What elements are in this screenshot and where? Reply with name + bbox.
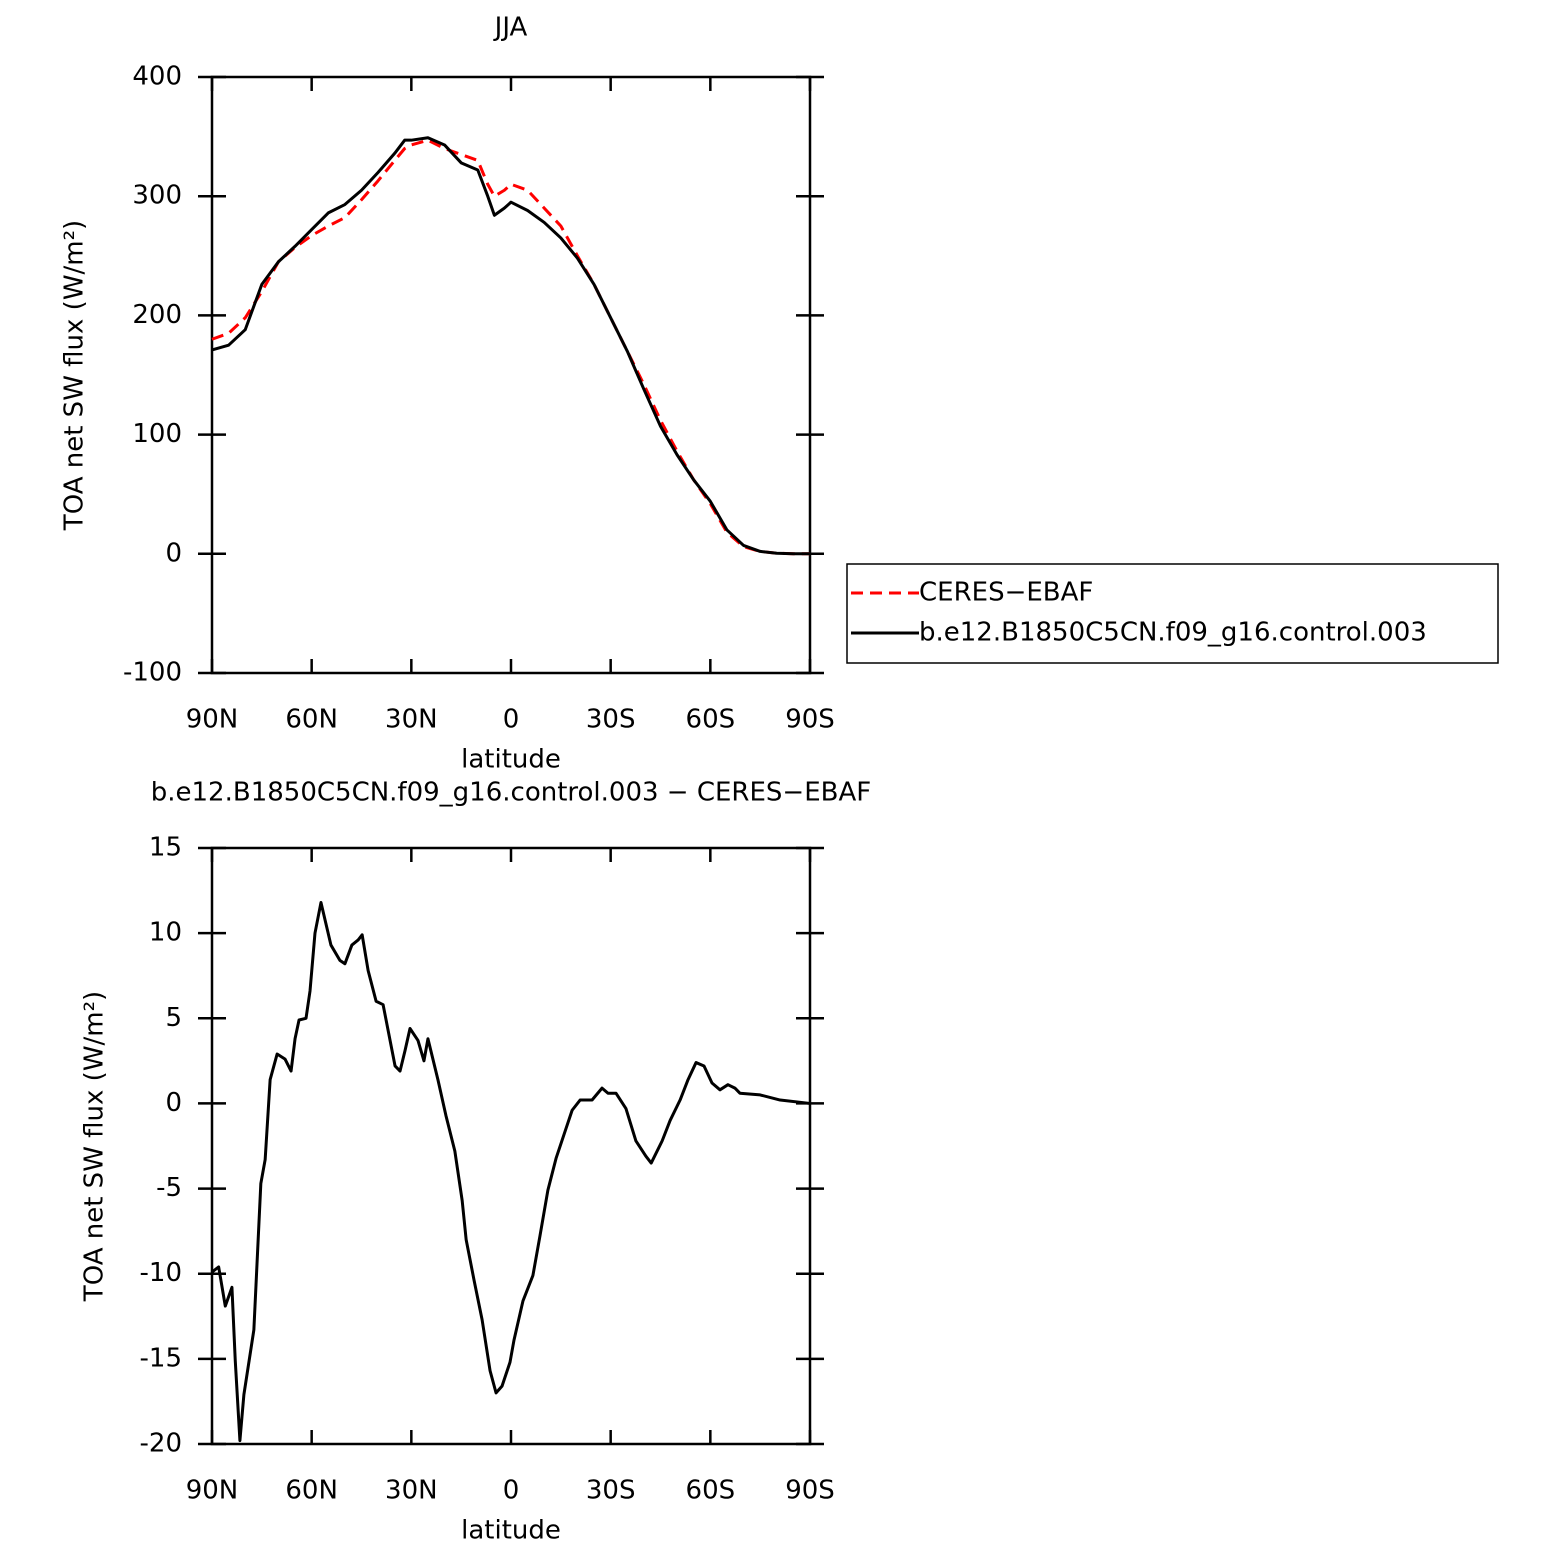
y-tick-label: 0 <box>165 1088 182 1118</box>
y-tick-label: 400 <box>132 62 182 92</box>
y-tick-label: -15 <box>140 1343 182 1373</box>
x-tick-label: 0 <box>503 705 520 735</box>
x-tick-label: 90N <box>186 705 239 735</box>
y-tick-label: -20 <box>140 1429 182 1459</box>
data-line <box>211 136 810 556</box>
y-axis-label: TOA net SW flux (W/m²) <box>80 991 110 1302</box>
y-tick-label: 5 <box>165 1003 182 1033</box>
y-tick-label: -10 <box>140 1258 182 1288</box>
y-tick-label: -5 <box>156 1173 182 1203</box>
x-tick-label: 0 <box>503 1476 520 1506</box>
chart-title: b.e12.B1850C5CN.f09_g16.control.003 − CE… <box>151 778 871 808</box>
x-axis-label: latitude <box>461 1516 561 1546</box>
legend-box <box>846 563 1499 664</box>
y-tick-label: 200 <box>132 300 182 330</box>
x-tick-label: 60S <box>686 705 736 735</box>
y-tick-label: 0 <box>165 538 182 568</box>
plot-frame <box>210 75 812 675</box>
x-tick-label: 60N <box>285 705 338 735</box>
legend-label: CERES−EBAF <box>919 578 1093 608</box>
x-tick-label: 30N <box>385 1476 438 1506</box>
y-tick-label: -100 <box>123 658 182 688</box>
x-tick-label: 30S <box>586 705 636 735</box>
y-tick-label: 100 <box>132 419 182 449</box>
x-axis-label: latitude <box>461 745 561 775</box>
y-tick-label: 300 <box>132 181 182 211</box>
x-tick-label: 60S <box>686 1476 736 1506</box>
legend-label: b.e12.B1850C5CN.f09_g16.control.003 <box>919 618 1427 648</box>
x-tick-label: 90N <box>186 1476 239 1506</box>
x-tick-label: 90S <box>785 1476 835 1506</box>
y-tick-label: 10 <box>149 918 182 948</box>
chart-title: JJA <box>493 13 528 43</box>
x-tick-label: 90S <box>785 705 835 735</box>
x-tick-label: 60N <box>285 1476 338 1506</box>
y-axis-label: TOA net SW flux (W/m²) <box>60 220 90 531</box>
data-line <box>211 900 811 1443</box>
y-tick-label: 15 <box>149 833 182 863</box>
x-tick-label: 30S <box>586 1476 636 1506</box>
x-tick-label: 30N <box>385 705 438 735</box>
